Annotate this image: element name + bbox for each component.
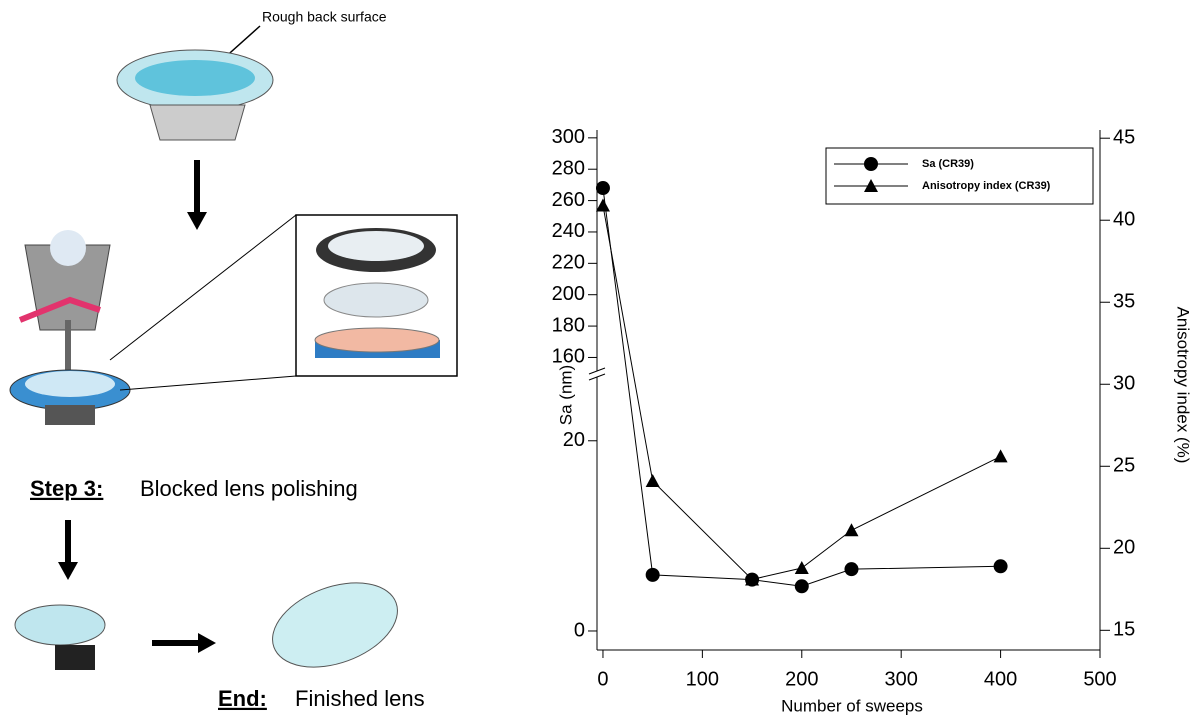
y-tick-label: 160 xyxy=(552,346,585,368)
end-label: End: xyxy=(218,686,267,711)
y2-tick-label: 40 xyxy=(1113,209,1135,231)
legend-label: Sa (CR39) xyxy=(922,158,974,170)
pad-top xyxy=(25,371,115,397)
y-tick-label: 200 xyxy=(552,283,585,305)
marker xyxy=(646,568,660,582)
zoom-line xyxy=(110,215,296,360)
y-tick-label: 180 xyxy=(552,314,585,336)
y-tick-label: 300 xyxy=(552,126,585,148)
marker xyxy=(646,474,660,487)
x-tick-label: 300 xyxy=(884,668,917,690)
y-tick-label: 0 xyxy=(574,619,585,641)
marker xyxy=(994,449,1008,462)
page: {"illustration": {"top_label": "Rough ba… xyxy=(0,0,1200,719)
zoom-line xyxy=(120,376,296,390)
series-line xyxy=(603,188,1001,586)
x-tick-label: 0 xyxy=(597,668,608,690)
y2-tick-label: 45 xyxy=(1113,126,1135,148)
x-tick-label: 500 xyxy=(1083,668,1116,690)
pad-base xyxy=(45,405,95,425)
y2-tick-label: 15 xyxy=(1113,619,1135,641)
step-label: Step 3: xyxy=(30,476,103,501)
inset-ring-top xyxy=(315,328,439,352)
marker xyxy=(844,562,858,576)
end-text: Finished lens xyxy=(295,686,425,711)
cloud xyxy=(50,230,86,266)
y-axis-label: Sa (nm) xyxy=(556,365,575,425)
lens-block xyxy=(150,105,245,140)
marker xyxy=(864,157,878,171)
legend-label: Anisotropy index (CR39) xyxy=(922,180,1051,192)
lens-block-small xyxy=(55,645,95,670)
x-tick-label: 200 xyxy=(785,668,818,690)
lens-surface xyxy=(135,60,255,96)
marker xyxy=(596,198,610,211)
inset-pad-top xyxy=(328,231,424,261)
arrow-head xyxy=(187,212,207,230)
y-tick-label: 280 xyxy=(552,157,585,179)
y-tick-label: 240 xyxy=(552,220,585,242)
axis-break-gap xyxy=(590,371,604,377)
inset-disc xyxy=(324,283,428,317)
illustration-label: Rough back surface xyxy=(262,9,387,25)
finished-lens xyxy=(261,567,409,683)
marker xyxy=(596,181,610,195)
y2-tick-label: 35 xyxy=(1113,291,1135,313)
legend-box xyxy=(826,148,1093,204)
y2-tick-label: 30 xyxy=(1113,373,1135,395)
y2-axis-label: Anisotropy index (%) xyxy=(1174,307,1193,464)
marker xyxy=(844,523,858,536)
series-line xyxy=(603,205,1001,579)
arrow-head xyxy=(58,562,78,580)
marker xyxy=(994,559,1008,573)
y-tick-label: 20 xyxy=(563,429,585,451)
step-text: Blocked lens polishing xyxy=(140,476,358,501)
shaft xyxy=(65,320,71,370)
x-axis-label: Number of sweeps xyxy=(781,696,923,715)
marker xyxy=(795,579,809,593)
lens-small xyxy=(15,605,105,645)
x-tick-label: 100 xyxy=(686,668,719,690)
x-tick-label: 400 xyxy=(984,668,1017,690)
marker xyxy=(795,561,809,574)
y2-tick-label: 25 xyxy=(1113,455,1135,477)
y2-tick-label: 20 xyxy=(1113,537,1135,559)
arrow-head xyxy=(198,633,216,653)
y-tick-label: 260 xyxy=(552,189,585,211)
illustration: Rough back surface Step 3: Blocked lens … xyxy=(10,9,457,711)
y-tick-label: 220 xyxy=(552,252,585,274)
figure: Rough back surface Step 3: Blocked lens … xyxy=(0,0,1200,719)
